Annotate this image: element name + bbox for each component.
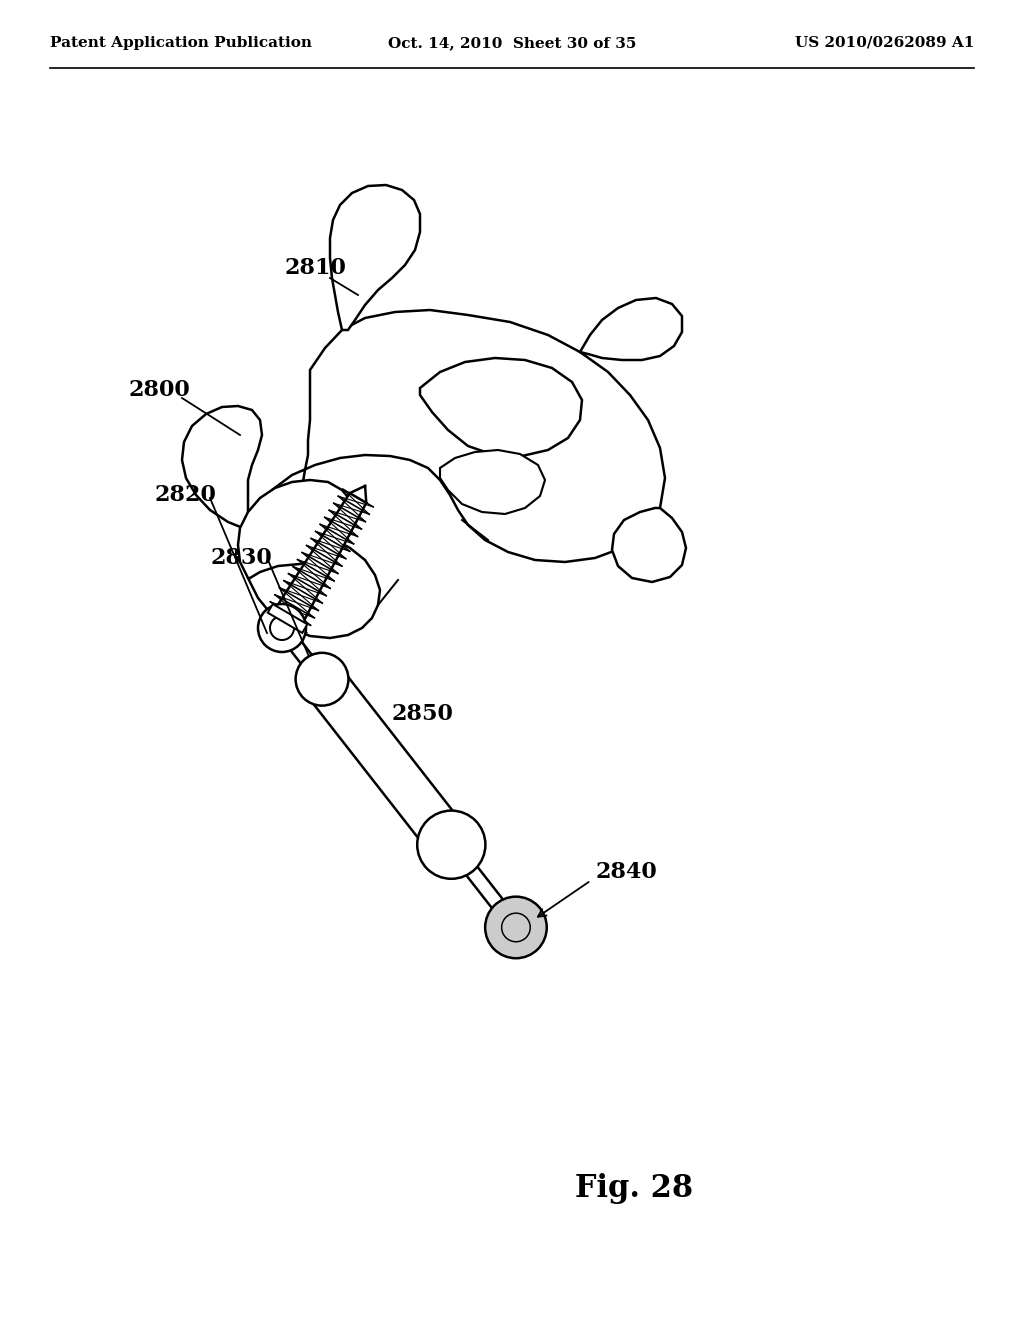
Text: 2800: 2800 [128, 379, 189, 401]
Circle shape [296, 653, 348, 706]
Polygon shape [440, 450, 545, 513]
Polygon shape [420, 358, 582, 455]
Text: 2810: 2810 [285, 257, 347, 279]
Circle shape [417, 810, 485, 879]
Polygon shape [268, 494, 367, 636]
Polygon shape [245, 310, 665, 638]
Polygon shape [305, 665, 469, 858]
Text: 2830: 2830 [210, 546, 271, 569]
Text: Oct. 14, 2010  Sheet 30 of 35: Oct. 14, 2010 Sheet 30 of 35 [388, 36, 636, 50]
Polygon shape [445, 841, 521, 932]
Polygon shape [580, 298, 682, 360]
Circle shape [502, 913, 530, 941]
Text: Patent Application Publication: Patent Application Publication [50, 36, 312, 50]
Circle shape [485, 896, 547, 958]
Polygon shape [276, 623, 328, 684]
Circle shape [270, 616, 294, 640]
Polygon shape [182, 407, 262, 531]
Text: US 2010/0262089 A1: US 2010/0262089 A1 [795, 36, 974, 50]
Polygon shape [267, 605, 307, 632]
Text: 2840: 2840 [596, 862, 657, 883]
Polygon shape [612, 508, 686, 582]
Polygon shape [238, 480, 355, 578]
Polygon shape [330, 185, 420, 330]
Text: Fig. 28: Fig. 28 [575, 1172, 693, 1204]
Circle shape [258, 605, 306, 652]
Text: 2850: 2850 [391, 704, 454, 725]
Text: 2820: 2820 [155, 484, 217, 506]
